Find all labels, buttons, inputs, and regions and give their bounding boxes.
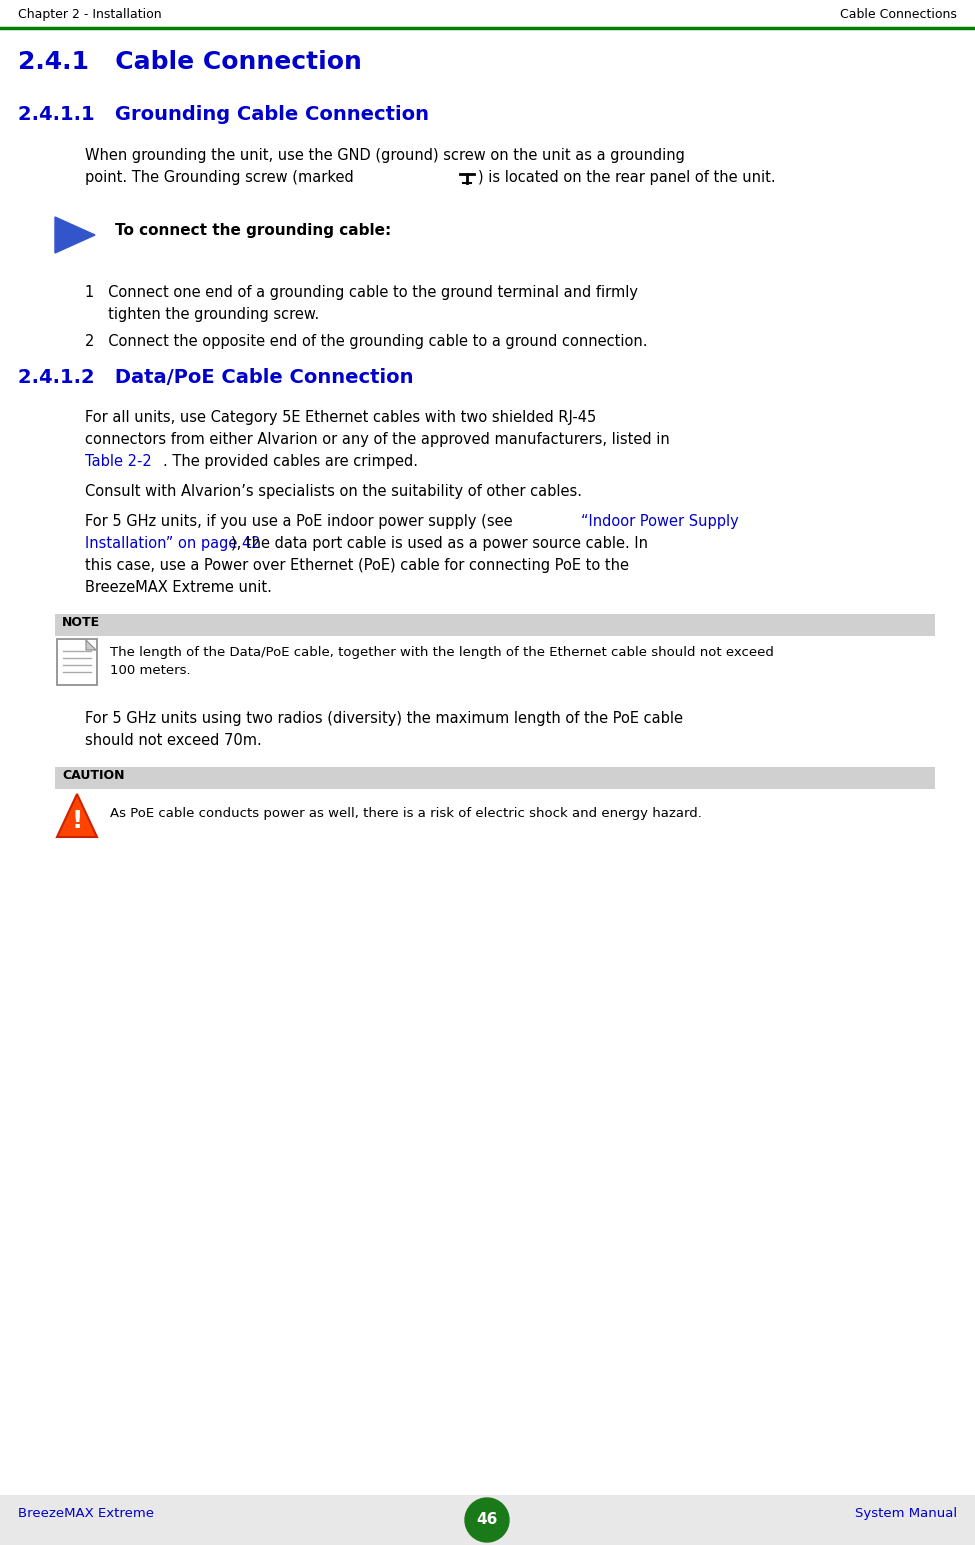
Text: 2.4.1   Cable Connection: 2.4.1 Cable Connection: [18, 49, 362, 74]
Text: 2.4.1.1   Grounding Cable Connection: 2.4.1.1 Grounding Cable Connection: [18, 105, 429, 124]
Text: Cable Connections: Cable Connections: [840, 8, 957, 22]
FancyBboxPatch shape: [0, 1496, 975, 1545]
Text: For 5 GHz units using two radios (diversity) the maximum length of the PoE cable: For 5 GHz units using two radios (divers…: [85, 711, 683, 726]
Text: 100 meters.: 100 meters.: [110, 664, 191, 677]
Text: For all units, use Category 5E Ethernet cables with two shielded RJ-45: For all units, use Category 5E Ethernet …: [85, 409, 597, 425]
Text: tighten the grounding screw.: tighten the grounding screw.: [85, 307, 319, 321]
FancyBboxPatch shape: [55, 766, 935, 789]
Circle shape: [465, 1499, 509, 1542]
Text: NOTE: NOTE: [62, 616, 100, 629]
Text: 2.4.1.2   Data/PoE Cable Connection: 2.4.1.2 Data/PoE Cable Connection: [18, 368, 413, 386]
Text: To connect the grounding cable:: To connect the grounding cable:: [115, 222, 391, 238]
FancyBboxPatch shape: [55, 613, 935, 637]
Text: Consult with Alvarion’s specialists on the suitability of other cables.: Consult with Alvarion’s specialists on t…: [85, 484, 582, 499]
Text: When grounding the unit, use the GND (ground) screw on the unit as a grounding: When grounding the unit, use the GND (gr…: [85, 148, 684, 164]
Text: . The provided cables are crimped.: . The provided cables are crimped.: [163, 454, 418, 470]
Text: should not exceed 70m.: should not exceed 70m.: [85, 732, 261, 748]
Text: 1   Connect one end of a grounding cable to the ground terminal and firmly: 1 Connect one end of a grounding cable t…: [85, 284, 638, 300]
Text: !: !: [71, 810, 83, 833]
Text: Table 2-2: Table 2-2: [85, 454, 152, 470]
Text: BreezeMAX Extreme unit.: BreezeMAX Extreme unit.: [85, 579, 272, 595]
Text: BreezeMAX Extreme: BreezeMAX Extreme: [18, 1506, 154, 1520]
Text: this case, use a Power over Ethernet (PoE) cable for connecting PoE to the: this case, use a Power over Ethernet (Po…: [85, 558, 629, 573]
Polygon shape: [57, 794, 97, 837]
Text: As PoE cable conducts power as well, there is a risk of electric shock and energ: As PoE cable conducts power as well, the…: [110, 806, 702, 820]
Text: CAUTION: CAUTION: [62, 769, 125, 782]
Text: ) is located on the rear panel of the unit.: ) is located on the rear panel of the un…: [478, 170, 776, 185]
Text: ), the data port cable is used as a power source cable. In: ), the data port cable is used as a powe…: [231, 536, 648, 552]
Text: Installation” on page 42: Installation” on page 42: [85, 536, 260, 552]
Polygon shape: [55, 216, 95, 253]
Text: connectors from either Alvarion or any of the approved manufacturers, listed in: connectors from either Alvarion or any o…: [85, 433, 670, 447]
Text: 2   Connect the opposite end of the grounding cable to a ground connection.: 2 Connect the opposite end of the ground…: [85, 334, 647, 349]
Text: “Indoor Power Supply: “Indoor Power Supply: [581, 514, 739, 528]
Polygon shape: [86, 640, 96, 650]
Text: System Manual: System Manual: [855, 1506, 957, 1520]
Text: Chapter 2 - Installation: Chapter 2 - Installation: [18, 8, 162, 22]
Text: The length of the Data/PoE cable, together with the length of the Ethernet cable: The length of the Data/PoE cable, togeth…: [110, 646, 774, 660]
Text: For 5 GHz units, if you use a PoE indoor power supply (see: For 5 GHz units, if you use a PoE indoor…: [85, 514, 518, 528]
FancyBboxPatch shape: [57, 640, 97, 684]
Text: point. The Grounding screw (marked: point. The Grounding screw (marked: [85, 170, 354, 185]
Text: 46: 46: [477, 1513, 497, 1528]
